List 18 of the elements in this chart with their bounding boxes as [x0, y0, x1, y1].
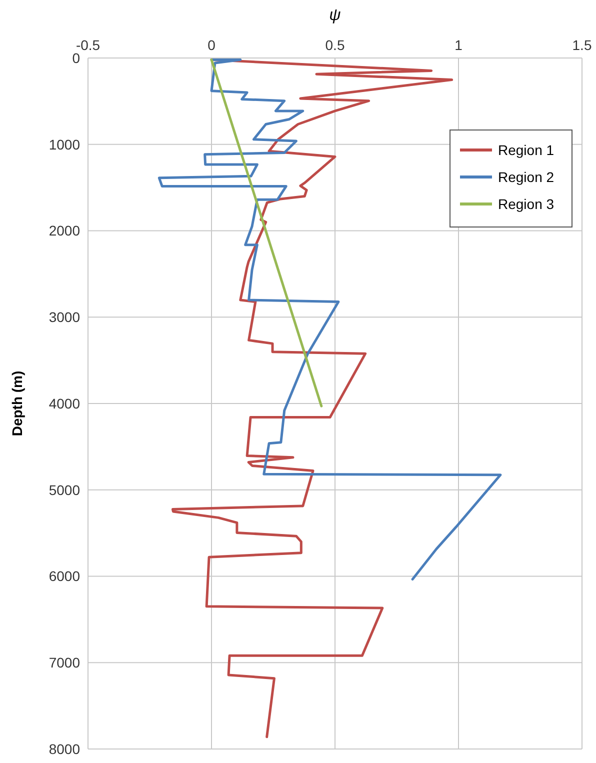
x-tick-label: 1.5 — [572, 37, 592, 53]
x-tick-label: 1 — [454, 37, 463, 53]
x-tick-label: 0 — [208, 37, 216, 53]
y-tick-label: 1000 — [48, 136, 80, 152]
y-tick-label: 3000 — [48, 309, 80, 326]
legend-label: Region 1 — [498, 142, 554, 158]
line-series — [171, 58, 454, 738]
y-tick-label: 2000 — [48, 222, 80, 239]
y-tick-label: 4000 — [48, 395, 80, 412]
y-axis-title: Depth (m) — [9, 370, 25, 436]
legend-label: Region 3 — [498, 196, 554, 212]
y-tick-label: 8000 — [48, 740, 80, 757]
y-tick-label: 6000 — [48, 568, 80, 584]
legend-label: Region 2 — [498, 168, 554, 185]
x-axis-title: ψ — [329, 7, 342, 24]
x-tick-label: 0.5 — [325, 37, 345, 53]
y-tick-label: 7000 — [48, 654, 80, 671]
y-tick-label: 5000 — [48, 482, 80, 498]
